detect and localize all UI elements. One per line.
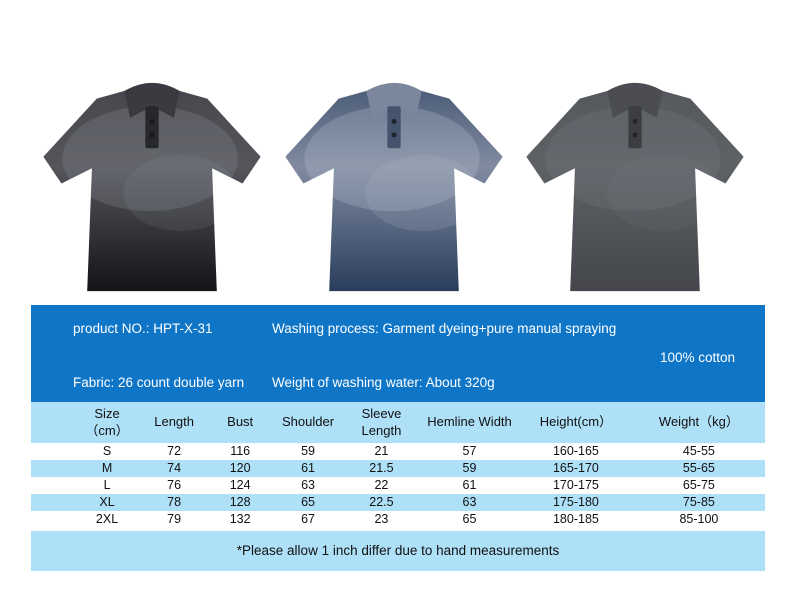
wash-highlight (123, 154, 238, 232)
column-header-length: Length (141, 402, 208, 443)
size-chart-cell: XL (99, 495, 115, 509)
wash-highlight (606, 154, 721, 232)
shirt-button (391, 132, 396, 138)
size-chart-cell: 65 (301, 495, 315, 509)
shirt-button (632, 119, 638, 124)
shirt-image-blue (284, 82, 503, 292)
size-chart-cell: 132 (229, 512, 251, 526)
column-header-height: Height(cm） (519, 402, 633, 443)
size-chart-cell: S (102, 444, 112, 458)
wash-highlight (364, 154, 480, 232)
size-chart-table: Size （cm） Length Bust Shoulder Sleeve Le… (31, 402, 765, 528)
shirt-button (391, 119, 396, 124)
measurement-disclaimer: *Please allow 1 inch differ due to hand … (31, 531, 765, 571)
size-chart-row: XL 78 128 65 22.5 63 175-180 75-85 (31, 494, 765, 511)
size-chart-cell: 45-55 (682, 444, 715, 458)
size-chart-cell: 160-165 (552, 444, 599, 458)
size-chart-cell: 63 (462, 495, 477, 509)
size-chart-cell: 120 (229, 461, 251, 475)
size-chart-cell: 78 (167, 495, 182, 509)
shirt-image-black (43, 82, 261, 292)
shirt-collar (365, 82, 422, 118)
fabric-label: Fabric: 26 count double yarn (73, 375, 245, 390)
shirt-body (284, 90, 503, 292)
shirt-collar (124, 82, 180, 118)
size-chart-cell: 180-185 (552, 512, 599, 526)
washing-process: Washing process: Garment dyeing+pure man… (272, 321, 617, 336)
size-chart-cell: 75-85 (682, 495, 715, 509)
column-header-bust: Bust (207, 402, 274, 443)
size-chart-cell: 55-65 (682, 461, 715, 475)
size-chart-cell: 22.5 (369, 495, 394, 509)
product-photos (0, 0, 787, 305)
product-number: product NO.: HPT-X-31 (73, 321, 213, 336)
size-chart-cell: 63 (301, 478, 315, 492)
size-chart-row: 2XL 79 132 67 23 65 180-185 85-100 (31, 511, 765, 528)
size-chart-cell: 21 (374, 444, 389, 458)
column-header-weight: Weight（kg） (632, 402, 765, 443)
shirt-placket (628, 106, 642, 149)
wash-highlight (303, 106, 480, 212)
size-chart-cell: 170-175 (552, 478, 599, 492)
size-chart-cell: 65-75 (682, 478, 715, 492)
size-chart-cell: 65 (462, 512, 477, 526)
size-chart-cell: 61 (462, 478, 477, 492)
column-header-sleeve-length: Sleeve Length (342, 402, 420, 443)
size-chart-cell: 21.5 (369, 461, 394, 475)
column-header-hemline-width: Hemline Width (419, 402, 520, 443)
shirt-body (526, 90, 744, 292)
size-chart-row: S 72 116 59 21 57 160-165 45-55 (31, 443, 765, 460)
wash-highlight (62, 106, 238, 212)
size-chart-cell: 76 (167, 478, 182, 492)
size-chart-cell: 165-170 (552, 461, 599, 475)
size-chart-cell: 67 (301, 512, 315, 526)
size-chart-cell: 59 (462, 461, 477, 475)
size-chart-cell: 57 (462, 444, 477, 458)
size-chart-header-row: Size （cm） Length Bust Shoulder Sleeve Le… (31, 402, 765, 443)
size-chart-row: L 76 124 63 22 61 170-175 65-75 (31, 477, 765, 494)
material-label: 100% cotton (659, 350, 735, 365)
size-chart-cell: 79 (167, 512, 182, 526)
column-header-size: Size （cm） (31, 402, 142, 443)
product-info-bar: product NO.: HPT-X-31 Washing process: G… (31, 305, 765, 402)
shirt-placket (386, 106, 401, 149)
size-chart-cell: 128 (229, 495, 251, 509)
washing-water-weight: Weight of washing water: About 320g (272, 375, 495, 390)
shirt-button (149, 119, 155, 124)
size-chart-cell: 124 (229, 478, 251, 492)
shirt-button (632, 132, 638, 138)
size-chart-cell: 72 (167, 444, 182, 458)
shirt-image-grey (526, 82, 744, 292)
size-chart-row: M 74 120 61 21.5 59 165-170 55-65 (31, 460, 765, 477)
size-chart-cell: M (101, 461, 113, 475)
shirt-collar (607, 82, 663, 118)
size-chart-cell: 175-180 (552, 495, 599, 509)
shirt-button (149, 132, 155, 138)
size-chart-cell: 116 (230, 444, 251, 458)
column-header-shoulder: Shoulder (273, 402, 343, 443)
size-chart-cell: 74 (167, 461, 182, 475)
size-chart-cell: 22 (374, 478, 389, 492)
shirt-body (43, 90, 261, 292)
size-chart-cell: 2XL (95, 512, 119, 526)
size-chart-cell: 59 (301, 444, 315, 458)
size-chart-cell: 61 (301, 461, 315, 475)
size-chart-cell: 85-100 (679, 512, 719, 526)
size-chart-cell: 23 (374, 512, 389, 526)
shirt-placket (145, 106, 159, 149)
wash-highlight (545, 106, 721, 212)
product-info-section: product NO.: HPT-X-31 Washing process: G… (31, 305, 765, 571)
size-chart-cell: L (103, 478, 111, 492)
